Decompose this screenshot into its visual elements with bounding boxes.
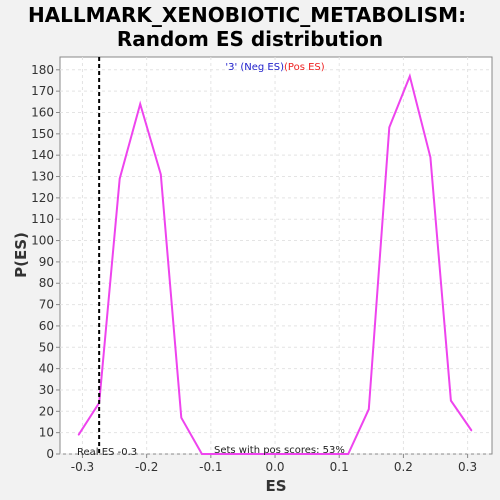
data-point <box>118 177 121 180</box>
y-tick-label: 180 <box>31 63 54 77</box>
y-tick-label: 10 <box>39 426 54 440</box>
y-tick-label: 160 <box>31 105 54 119</box>
x-tick-label: -0.2 <box>135 460 158 474</box>
x-tick-label: -0.1 <box>199 460 222 474</box>
y-tick-label: 20 <box>39 404 54 418</box>
x-tick-label: 0.2 <box>394 460 413 474</box>
legend-neg: '3' (Neg ES) <box>225 62 284 73</box>
data-point <box>159 173 162 176</box>
chart-title-line1: HALLMARK_XENOBIOTIC_METABOLISM: <box>28 3 466 27</box>
series-group <box>77 72 473 455</box>
data-point <box>367 408 370 410</box>
data-point <box>429 156 432 159</box>
series-line <box>77 72 473 455</box>
y-tick-label: 100 <box>31 234 54 248</box>
y-tick-label: 90 <box>39 255 54 269</box>
y-axis-label: P(ES) <box>12 232 30 278</box>
x-axis: -0.3 -0.2 -0.1 0.0 0.1 0.2 0.3 <box>71 454 477 474</box>
data-point <box>139 103 142 105</box>
y-tick-label: 170 <box>31 84 54 98</box>
data-point <box>470 429 473 432</box>
chart-title-line2: Random ES distribution <box>117 27 383 51</box>
y-tick-label: 80 <box>39 276 54 290</box>
data-point <box>409 75 411 78</box>
y-tick-label: 0 <box>46 447 54 461</box>
y-tick-label: 150 <box>31 127 54 141</box>
y-tick-label: 120 <box>31 191 54 205</box>
data-point <box>77 433 80 436</box>
y-tick-label: 30 <box>39 383 54 397</box>
y-tick-label: 130 <box>31 170 54 184</box>
y-tick-label: 40 <box>39 362 54 376</box>
x-axis-label: ES <box>265 477 286 495</box>
x-tick-label: 0.1 <box>330 460 349 474</box>
pos-scores-annotation: Sets with pos scores: 53% <box>214 445 345 456</box>
y-tick-label: 140 <box>31 148 54 162</box>
data-point <box>450 399 452 402</box>
data-point <box>180 416 183 419</box>
real-es-label: Real ES -0.3 <box>77 447 137 458</box>
y-tick-label: 70 <box>39 298 54 312</box>
data-point <box>388 126 391 129</box>
y-tick-label: 60 <box>39 319 54 333</box>
plot-area <box>59 56 493 455</box>
data-point <box>201 453 203 455</box>
grid-lines <box>60 57 492 455</box>
y-tick-label: 50 <box>39 340 54 354</box>
x-tick-label: 0.0 <box>265 460 284 474</box>
data-point <box>347 453 350 455</box>
x-tick-label: -0.3 <box>71 460 94 474</box>
legend-pos: (Pos ES) <box>284 62 325 73</box>
x-tick-label: 0.3 <box>458 460 477 474</box>
y-axis: 0 10 20 30 40 50 60 70 80 90 100 110 120 130 140 150 160… <box>31 63 60 461</box>
y-tick-label: 110 <box>31 212 54 226</box>
